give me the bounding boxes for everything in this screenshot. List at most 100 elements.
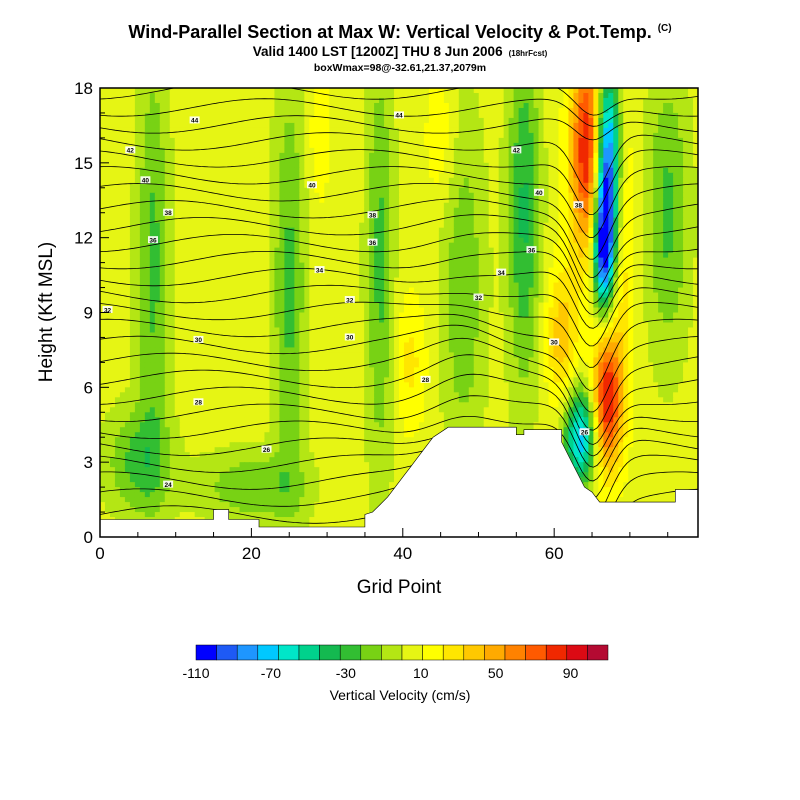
field-cell <box>538 92 545 99</box>
field-cell <box>613 262 619 269</box>
field-cell <box>643 207 649 214</box>
field-cell <box>498 247 505 254</box>
field-cell <box>583 172 589 179</box>
field-cell <box>219 117 226 124</box>
field-cell <box>129 242 136 249</box>
field-cell <box>578 277 584 284</box>
field-cell <box>204 162 211 169</box>
field-cell <box>159 247 166 254</box>
field-cell <box>623 222 629 229</box>
field-cell <box>648 217 654 224</box>
field-cell <box>463 192 470 199</box>
field-cell <box>678 152 684 159</box>
field-cell <box>668 117 674 124</box>
field-cell <box>364 97 370 104</box>
field-cell <box>169 202 176 209</box>
field-cell <box>139 152 146 159</box>
field-cell <box>678 277 684 284</box>
field-cell <box>254 92 261 99</box>
field-cell <box>418 272 425 279</box>
field-cell <box>279 197 285 204</box>
field-cell <box>608 117 614 124</box>
field-cell <box>683 192 689 199</box>
field-cell <box>274 247 280 254</box>
field-cell <box>169 222 176 229</box>
field-cell <box>129 192 136 199</box>
field-cell <box>448 102 455 109</box>
field-cell <box>324 152 330 159</box>
field-cell <box>114 217 121 224</box>
field-cell <box>593 262 599 269</box>
field-cell <box>204 167 211 174</box>
field-cell <box>249 187 256 194</box>
field-cell <box>294 157 300 164</box>
field-cell <box>403 252 410 259</box>
field-cell <box>144 207 151 214</box>
field-cell <box>693 227 698 234</box>
field-cell <box>354 167 360 174</box>
field-cell <box>663 267 669 274</box>
field-cell <box>533 232 540 239</box>
field-cell <box>274 122 280 129</box>
field-cell <box>214 157 221 164</box>
field-cell <box>473 267 480 274</box>
field-cell <box>100 97 106 104</box>
field-cell <box>453 88 460 94</box>
field-cell <box>144 277 151 284</box>
field-cell <box>613 287 619 294</box>
field-cell <box>399 152 405 159</box>
field-cell <box>314 287 320 294</box>
field-cell <box>344 277 350 284</box>
field-cell <box>553 287 560 294</box>
field-cell <box>403 97 410 104</box>
field-cell <box>508 277 515 284</box>
field-cell <box>399 122 405 129</box>
field-cell <box>139 92 146 99</box>
field-cell <box>663 277 669 284</box>
field-cell <box>403 142 410 149</box>
field-cell <box>508 102 515 109</box>
field-cell <box>224 137 231 144</box>
field-cell <box>403 202 410 209</box>
field-cell <box>279 287 285 294</box>
field-cell <box>663 252 669 259</box>
field-cell <box>344 162 350 169</box>
field-cell <box>139 212 146 219</box>
field-cell <box>359 112 365 119</box>
field-cell <box>688 92 694 99</box>
field-cell <box>598 122 604 129</box>
field-cell <box>264 122 271 129</box>
field-cell <box>199 242 206 249</box>
field-cell <box>583 217 589 224</box>
field-cell <box>668 142 674 149</box>
field-cell <box>633 92 639 99</box>
field-cell <box>219 167 226 174</box>
field-cell <box>214 277 221 284</box>
field-cell <box>413 267 420 274</box>
field-cell <box>548 137 555 144</box>
field-cell <box>498 287 505 294</box>
field-cell <box>658 127 664 134</box>
field-cell <box>359 88 365 94</box>
field-cell <box>374 167 380 174</box>
field-cell <box>364 232 370 239</box>
field-cell <box>149 282 156 289</box>
field-cell <box>269 107 276 114</box>
field-cell <box>164 147 171 154</box>
field-cell <box>583 142 589 149</box>
field-cell <box>483 152 490 159</box>
field-cell <box>638 207 644 214</box>
field-cell <box>129 252 136 259</box>
field-cell <box>478 257 485 264</box>
field-cell <box>498 157 505 164</box>
field-cell <box>553 267 560 274</box>
field-cell <box>184 102 191 109</box>
field-cell <box>568 88 575 94</box>
field-cell <box>169 142 176 149</box>
field-cell <box>100 192 106 199</box>
field-cell <box>428 267 435 274</box>
field-cell <box>154 88 161 94</box>
field-cell <box>344 292 350 299</box>
field-cell <box>359 257 365 264</box>
field-cell <box>324 187 330 194</box>
